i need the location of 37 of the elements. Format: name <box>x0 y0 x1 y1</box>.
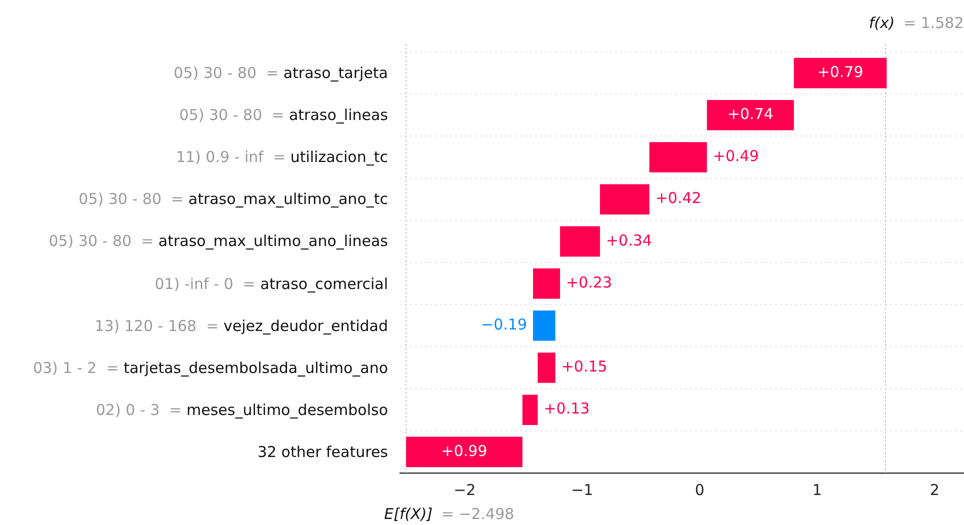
y-tick-label: 02) 0 - 3 = meses_ultimo_desembolso <box>96 400 388 419</box>
bar <box>560 226 600 257</box>
y-tick-label: 11) 0.9 - inf = utilizacion_tc <box>176 148 388 166</box>
x-tick-label: 0 <box>694 480 704 499</box>
data-label: +0.79 <box>817 62 864 81</box>
data-label: +0.23 <box>566 273 612 292</box>
bar <box>406 436 522 468</box>
y-tick-label: 05) 30 - 80 = atraso_tarjeta <box>174 64 388 82</box>
y-tick-label: 05) 30 - 80 = atraso_lineas <box>179 106 388 124</box>
x-tick-label: −2 <box>454 480 476 499</box>
bar <box>794 58 887 88</box>
bar <box>533 268 560 299</box>
ref-line-label: E[f(X)] = −2.498 <box>384 504 514 523</box>
bar <box>649 142 707 172</box>
data-label: +0.74 <box>727 105 774 124</box>
bar <box>706 100 794 130</box>
y-tick-label: 01) -inf - 0 = atraso_comercial <box>154 274 388 293</box>
ref-line-label: f(x) = 1.582 <box>868 14 964 32</box>
y-tick-label: 32 other features <box>257 442 388 461</box>
x-tick-label: 1 <box>812 480 822 499</box>
data-label: +0.15 <box>561 358 608 376</box>
data-label: −0.19 <box>481 316 528 334</box>
x-tick-label: 2 <box>930 480 940 499</box>
bar <box>522 394 538 426</box>
bar <box>600 184 650 215</box>
y-tick-label: 03) 1 - 2 = tarjetas_desembolsada_ultimo_ano <box>32 358 388 377</box>
data-label: +0.99 <box>441 442 488 460</box>
y-tick-label: 05) 30 - 80 = atraso_max_ultimo_ano_tc <box>78 190 388 208</box>
x-tick-label: −1 <box>571 480 594 499</box>
bar <box>538 352 556 383</box>
y-tick-label: 13) 120 - 168 = vejez_deudor_entidad <box>94 316 388 335</box>
data-label: +0.34 <box>606 231 652 250</box>
data-label: +0.13 <box>544 400 590 418</box>
y-tick-label: 05) 30 - 80 = atraso_max_ultimo_ano_lineas <box>48 232 388 250</box>
bar <box>533 310 556 341</box>
data-label: +0.42 <box>655 189 702 208</box>
data-label: +0.49 <box>712 147 759 166</box>
